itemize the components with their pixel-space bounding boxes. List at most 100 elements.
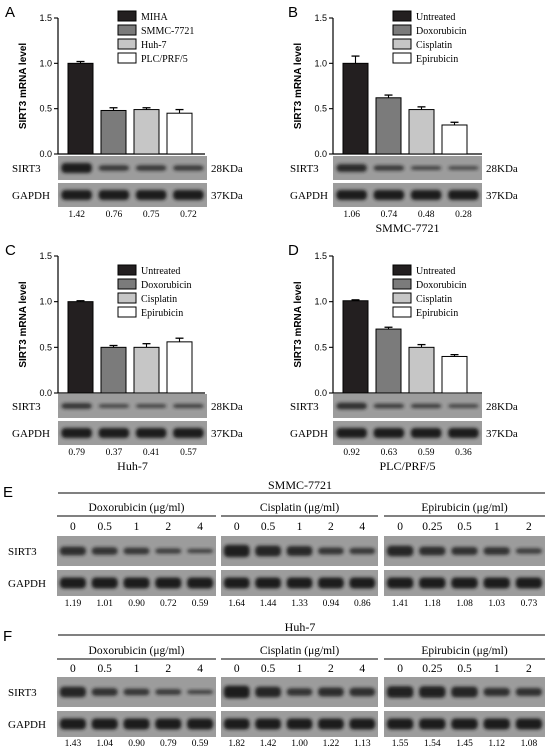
panel-c-bar (133, 346, 160, 394)
panel-f-dose-label: 4 (359, 663, 365, 675)
panel-a-blot-sirt3-band (135, 165, 167, 171)
panel-f-drug-label: Doxorubicin (μg/ml) (89, 645, 185, 657)
panel-f-blot-sirt3-band (255, 686, 281, 698)
panel-f-blot-sirt3-band (483, 687, 510, 697)
panel-e-blot-sirt3-band (483, 547, 510, 555)
panel-e-blot-gapdh-band (91, 577, 118, 589)
panel-f-blot-sirt3-band (91, 688, 118, 696)
panel-c-blot-sirt3-band (61, 403, 92, 409)
panel-d-blot-sirt3-band (448, 404, 479, 408)
panel-b-quant-value: 0.48 (418, 210, 435, 220)
panel-e-blot-sirt3-band (386, 545, 414, 557)
panel-f-blot-gapdh-band (515, 718, 543, 730)
panel-e-label: E (3, 484, 13, 501)
panel-a-blot-size-label: 37KDa (211, 190, 243, 202)
panel-e-blot-gapdh-band (515, 577, 543, 589)
panel-e-quant-value: 1.41 (392, 599, 409, 609)
panel-c-label: C (5, 242, 16, 259)
panel-a-y-tick-label: 0.5 (39, 104, 52, 114)
panel-f-blot-gapdh-band (483, 718, 510, 730)
panel-f-label: F (3, 628, 12, 645)
panel-f-blot-gapdh-band (386, 718, 414, 730)
panel-a-blot-row-label: GAPDH (12, 190, 50, 202)
panel-d-bar (441, 355, 468, 394)
panel-e-quant-value: 0.94 (323, 599, 340, 609)
panel-b-blot-row-label: SIRT3 (290, 163, 319, 175)
panel-f-blot-gapdh-band (155, 718, 182, 730)
panel-e-blot-sirt3-band (155, 548, 182, 554)
panel-c-quant-value: 0.79 (68, 448, 85, 458)
panel-e-dose-label: 0 (234, 521, 240, 533)
panel-d-legend-swatch (392, 264, 412, 276)
panel-e-quant-value: 0.90 (128, 599, 145, 609)
panel-c-legend-label: Doxorubicin (141, 280, 192, 291)
panel-d-y-tick-label: 0.5 (314, 342, 327, 352)
panel-d-label: D (288, 242, 299, 259)
panel-f-blot-gapdh-band (419, 718, 446, 730)
panel-a-legend-label: MIHA (141, 12, 168, 23)
panel-f-quant-value: 0.59 (192, 739, 209, 749)
panel-e-dose-label: 0.5 (98, 521, 113, 533)
panel-b-bar (408, 109, 435, 155)
panel-a-blot-sirt3-band (61, 162, 92, 174)
panel-c-blot-row-label: SIRT3 (12, 401, 41, 413)
panel-b-legend-swatch (392, 10, 412, 22)
panel-e-row-label-sirt3: SIRT3 (8, 546, 37, 558)
panel-e-dose-label: 0.5 (457, 521, 472, 533)
panel-b-blot-sirt3-band (448, 166, 479, 170)
panel-e-drug-label: Doxorubicin (μg/ml) (89, 502, 185, 514)
panel-d-blot-gapdh-band (410, 427, 442, 439)
panel-e-blot-sirt3-band (187, 548, 214, 554)
panel-d-bar (375, 328, 402, 394)
panel-e-dose-label: 2 (165, 521, 171, 533)
panel-c-blot-sirt3-band (98, 404, 130, 408)
panel-f-blot-gapdh-band (223, 718, 250, 730)
panel-b-label: B (288, 4, 298, 21)
panel-f-blot-sirt3-band (59, 686, 86, 698)
panel-e-blot-gapdh-band (419, 577, 446, 589)
panel-e-dose-label: 2 (526, 521, 532, 533)
panel-d-blot-gapdh-band (373, 427, 405, 439)
panel-f-blot-sirt3-band (349, 687, 376, 697)
panel-f-dose-label: 0.25 (422, 663, 442, 675)
panel-a-quant-value: 1.42 (68, 210, 85, 220)
panel-f-dose-label: 1 (297, 663, 303, 675)
panel-c-blot-caption: Huh-7 (117, 459, 148, 473)
panel-b-blot-row-label: GAPDH (290, 190, 328, 202)
panel-a-y-axis-title: SIRT3 mRNA level (18, 43, 29, 130)
panel-d-legend-label: Epirubicin (416, 308, 458, 319)
panel-e-blot-sirt3-band (59, 546, 86, 556)
panel-f-blot-gapdh-band (286, 718, 313, 730)
panel-c-legend-swatch (117, 292, 137, 304)
panel-b-blot-sirt3-band (336, 164, 367, 172)
panel-c-y-tick-label: 1.0 (39, 297, 52, 307)
panel-e-dose-label: 0 (397, 521, 403, 533)
panel-e-quant-value: 0.59 (192, 599, 209, 609)
panel-b-blot-gapdh-band (336, 189, 367, 201)
panel-a-blot-gapdh-band (98, 189, 130, 201)
panel-c-y-tick-label: 0.0 (39, 388, 52, 398)
panel-c-y-tick-label: 1.5 (39, 251, 52, 261)
panel-f-blot-sirt3-band (187, 689, 214, 695)
panel-c-quant-value: 0.41 (143, 448, 160, 458)
panel-c-y-tick-label: 0.5 (39, 342, 52, 352)
panel-a-blot-gapdh-band (173, 189, 204, 201)
panel-e-blot-gapdh-band (155, 577, 182, 589)
panel-e-blot-sirt3-band (419, 546, 446, 556)
panel-c-blot-size-label: 28KDa (211, 401, 243, 413)
panel-a-legend-swatch (117, 52, 137, 64)
panel-e-blot-sirt3-band (451, 546, 478, 556)
panel-e-quant-value: 0.86 (354, 599, 371, 609)
panel-b-blot-sirt3-band (373, 165, 405, 171)
panel-e-dose-label: 2 (328, 521, 334, 533)
panel-d-quant-value: 0.59 (418, 448, 435, 458)
panel-e-drug-label: Epirubicin (μg/ml) (421, 502, 507, 514)
panel-f-blot-sirt3-band (223, 685, 250, 699)
panel-b-legend-label: Cisplatin (416, 40, 452, 51)
panel-a-blot-sirt3-band (173, 165, 204, 171)
panel-b-blot-gapdh-band (410, 189, 442, 201)
panel-c-bar (166, 341, 193, 394)
panel-e-blot-gapdh-band (223, 577, 250, 589)
panel-e-blot-gapdh-band (286, 577, 313, 589)
